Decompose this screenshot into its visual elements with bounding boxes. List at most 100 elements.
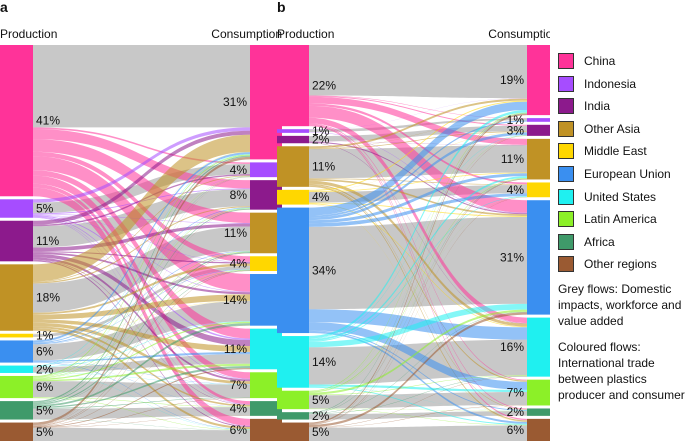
consumption-node-africa: [250, 401, 282, 416]
trade-flow-indonesia-to-other-regions: [33, 217, 250, 427]
trade-flow-latin-america-to-africa: [33, 397, 250, 408]
legend-item-china: China: [558, 53, 683, 71]
trade-flow-indonesia-to-european-union: [309, 132, 527, 214]
production-node-india: [277, 135, 309, 144]
trade-flow-european-union-to-africa: [33, 361, 250, 407]
trade-flow-latin-america-to-india: [309, 135, 527, 392]
legend-label: India: [584, 99, 611, 114]
production-pct-label: 5%: [312, 425, 330, 439]
trade-flow-other-asia-to-indonesia: [33, 175, 250, 283]
trade-flow-latin-america-to-africa: [309, 408, 527, 412]
consumption-pct-label: 4%: [230, 401, 248, 415]
trade-flow-china-to-india: [33, 128, 250, 189]
legend-item-india: India: [558, 98, 683, 116]
sankey-figure: 41% 5% 11% 18% 1% 6% 2% 6% 5% 5% 31% 4% 8% 11% 4% 14% 11…: [0, 0, 550, 441]
domestic-flow-china: [309, 45, 527, 99]
trade-flow-united-states-to-latin-america: [309, 384, 527, 393]
consumption-header: Consumption: [488, 27, 550, 41]
legend-swatch: [558, 166, 574, 182]
production-pct-label: 1%: [36, 329, 54, 343]
consumption-pct-label: 31%: [223, 95, 247, 109]
trade-flow-other-asia-to-other-regions: [33, 328, 250, 430]
legend-swatch: [558, 143, 574, 160]
consumption-header: Consumption: [211, 27, 282, 41]
consumption-node-india: [250, 180, 282, 210]
trade-flow-other-regions-to-india: [33, 209, 250, 426]
legend-item-united-states: United States: [558, 188, 683, 207]
consumption-node-united-states: [250, 328, 282, 370]
legend-item-latin-america: Latin America: [558, 211, 683, 229]
trade-flow-africa-to-latin-america: [33, 397, 250, 409]
trade-flow-middle-east-to-united-states: [309, 203, 527, 328]
consumption-pct-label: 7%: [230, 378, 248, 392]
trade-flow-india-to-other-asia: [33, 223, 250, 252]
production-pct-label: 11%: [36, 234, 59, 248]
coloured-flows-note: Coloured flows: International trade betw…: [558, 340, 685, 402]
production-pct-label: 4%: [312, 190, 330, 204]
trade-flow-united-states-to-india: [33, 208, 250, 367]
consumption-node-indonesia: [527, 118, 550, 122]
trade-flow-european-union-to-india: [309, 132, 527, 221]
domestic-flow-indonesia: [309, 118, 527, 133]
trade-flow-africa-to-other-regions: [33, 419, 250, 431]
production-node-indonesia: [277, 129, 309, 133]
consumption-pct-label: 6%: [507, 423, 525, 437]
trade-flow-indonesia-to-other-asia: [33, 214, 250, 224]
production-pct-label: 2%: [312, 133, 330, 147]
trade-flow-other-asia-to-latin-america: [309, 183, 527, 382]
trade-flow-other-regions-to-united-states: [309, 376, 527, 428]
production-pct-label: 22%: [312, 79, 336, 93]
trade-flow-africa-to-european-union: [33, 323, 250, 407]
production-pct-label: 34%: [312, 263, 336, 277]
flows: [309, 45, 527, 441]
trade-flow-africa-to-united-states: [33, 366, 250, 408]
domestic-flow-other-regions: [33, 427, 250, 441]
legend-item-european-union: European Union: [558, 166, 683, 184]
production-node-european-union: [277, 207, 309, 334]
panel-a: 41% 5% 11% 18% 1% 6% 2% 6% 5% 5% 31% 4% 8% 11% 4% 14% 11…: [0, 0, 282, 441]
trade-flow-africa-to-other-asia: [309, 178, 527, 414]
legend-label: China: [584, 54, 616, 68]
trade-flow-indonesia-to-china: [309, 98, 527, 130]
trade-flow-indonesia-to-european-union: [33, 215, 250, 293]
trade-flow-latin-america-to-united-states: [33, 363, 250, 382]
production-pct-label: 2%: [312, 409, 330, 423]
trade-flow-other-regions-to-latin-america: [33, 397, 250, 428]
domestic-flow-china: [33, 45, 250, 128]
trade-flow-china-to-indonesia: [309, 95, 527, 119]
legend-label: Latin America: [584, 212, 657, 227]
consumption-node-indonesia: [250, 162, 282, 178]
trade-flow-united-states-to-other-regions: [33, 372, 250, 430]
consumption-node-middle-east: [250, 256, 282, 272]
trade-flow-other-asia-to-africa: [33, 326, 250, 407]
consumption-node-middle-east: [527, 182, 550, 198]
production-pct-label: 5%: [36, 403, 54, 417]
trade-flow-other-regions-to-africa: [33, 415, 250, 428]
legend-label: Other regions: [584, 257, 657, 272]
production-node-africa: [277, 412, 309, 420]
trade-flow-china-to-middle-east: [309, 103, 527, 185]
consumption-node-other-asia: [527, 138, 550, 180]
domestic-flow-africa: [33, 407, 250, 420]
trade-flow-other-regions-to-latin-america: [309, 405, 527, 428]
trade-flow-latin-america-to-china: [33, 154, 250, 377]
legend-item-indonesia: Indonesia: [558, 75, 683, 94]
legend-swatch: [558, 211, 574, 228]
trade-flow-other-asia-to-china: [309, 98, 527, 149]
trade-flow-united-states-to-other-asia: [309, 176, 527, 341]
trade-flow-united-states-to-china: [33, 154, 250, 367]
trade-flow-european-union-to-china: [33, 152, 250, 343]
production-node-other-regions: [277, 422, 309, 441]
trade-flow-africa-to-european-union: [309, 311, 527, 414]
trade-flow-other-regions-to-united-states: [33, 368, 250, 428]
trade-flow-india-to-china: [33, 130, 250, 225]
production-pct-label: 2%: [36, 362, 54, 376]
production-pct-label: 5%: [36, 202, 54, 216]
consumption-pct-label: 4%: [507, 183, 525, 197]
consumption-node-india: [527, 124, 550, 136]
production-node-other-asia: [277, 146, 309, 187]
legend-swatch: [558, 233, 574, 250]
consumption-pct-label: 11%: [224, 342, 247, 356]
trade-flow-china-to-india: [309, 95, 527, 126]
consumption-pct-label: 31%: [500, 250, 524, 264]
